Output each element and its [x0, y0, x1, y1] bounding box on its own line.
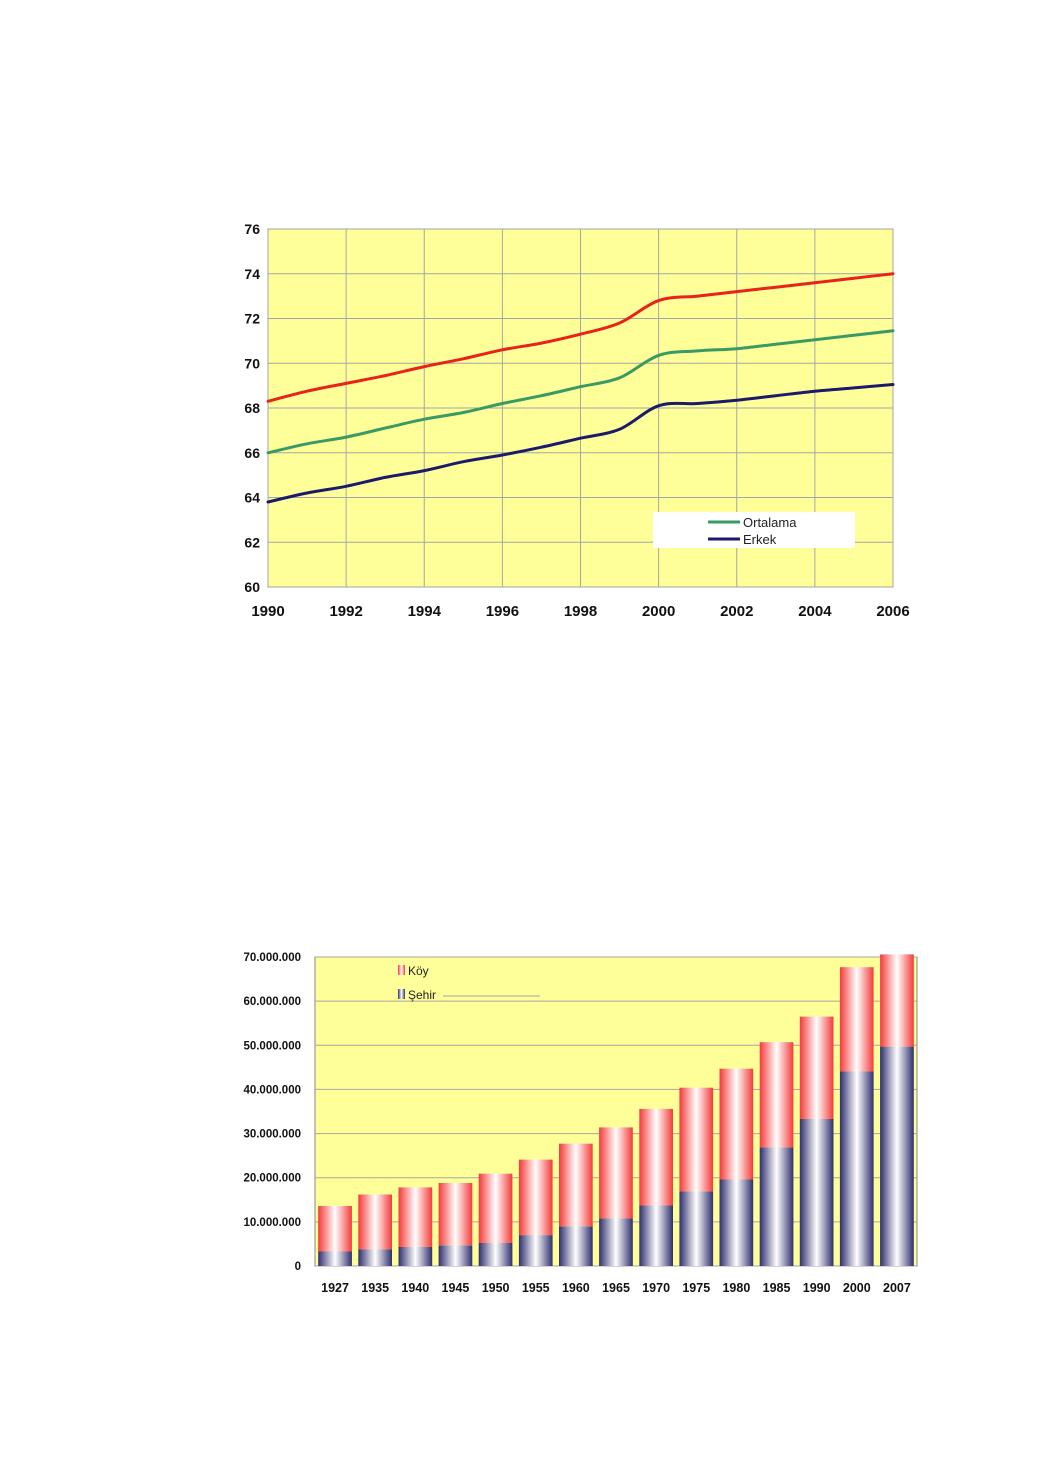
line-chart-legend-box [653, 512, 855, 548]
bar-koy-1950 [478, 1173, 513, 1243]
legend-label-ortalama: Ortalama [743, 515, 797, 530]
bar-koy-2000 [839, 967, 874, 1072]
bar-chart-y-tick-label: 10.000.000 [243, 1217, 301, 1229]
legend-label-erkek: Erkek [743, 532, 777, 547]
bar-chart-y-tick-label: 30.000.000 [243, 1129, 301, 1141]
legend-swatch-sehir [398, 989, 405, 999]
bar-chart-x-tick-label: 1980 [722, 1281, 750, 1295]
legend-label-koy: Köy [408, 964, 429, 978]
line-chart-y-tick-label: 60 [244, 579, 260, 595]
bar-sehir-1980 [719, 1179, 754, 1266]
line-chart-y-tick-label: 68 [244, 400, 260, 416]
bar-chart-bars [318, 954, 914, 1266]
bar-sehir-1960 [559, 1226, 593, 1266]
bar-chart-y-tick-label: 20.000.000 [243, 1173, 301, 1185]
bar-koy-1965 [599, 1127, 633, 1219]
bar-chart-x-tick-label: 1960 [562, 1281, 590, 1295]
line-chart-legend: Ortalama Erkek [653, 512, 855, 548]
line-chart-y-tick-label: 70 [244, 355, 260, 371]
bar-koy-1935 [358, 1194, 392, 1250]
bar-chart-x-tick-label: 1990 [803, 1281, 831, 1295]
line-chart-x-axis: 1990 1992 1994 1996 1998 2000 2002 2004 2006 [251, 603, 909, 620]
line-chart-x-tick-label: 1990 [251, 603, 284, 620]
bar-koy-1975 [679, 1087, 714, 1192]
line-chart-x-tick-label: 1994 [408, 603, 442, 620]
line-chart-x-tick-label: 2006 [876, 603, 909, 620]
line-chart-y-tick-label: 62 [244, 534, 260, 550]
bar-chart-x-tick-label: 1950 [482, 1281, 510, 1295]
bar-koy-2007 [880, 954, 914, 1047]
bar-chart-x-tick-label: 1985 [763, 1281, 791, 1295]
bar-chart-x-tick-label: 2000 [843, 1281, 871, 1295]
line-series-ortalama [266, 329, 895, 455]
bar-chart-y-tick-label: 0 [295, 1261, 301, 1273]
bar-chart-y-tick-label: 40.000.000 [243, 1084, 301, 1096]
line-chart-y-tick-label: 64 [244, 490, 260, 506]
bar-chart-x-tick-label: 1935 [361, 1281, 389, 1295]
bar-chart-y-tick-label: 50.000.000 [243, 1040, 301, 1052]
bar-sehir-1990 [799, 1119, 834, 1266]
bar-chart-y-axis: 70.000.000 60.000.000 50.000.000 40.000.000… [243, 952, 301, 1273]
line-chart-y-axis: 76 74 72 70 68 66 64 62 60 [244, 221, 260, 595]
legend-swatch-koy [398, 965, 405, 975]
bar-sehir-1955 [518, 1235, 553, 1266]
bar-chart-y-tick-label: 60.000.000 [243, 996, 301, 1008]
bar-chart-legend: Köy Şehir [398, 964, 540, 1002]
line-chart-y-tick-label: 74 [244, 266, 260, 282]
bar-sehir-2000 [839, 1071, 874, 1266]
line-chart-y-tick-label: 66 [244, 445, 260, 461]
line-chart-y-tick-label: 76 [244, 221, 260, 237]
line-chart-x-tick-label: 1992 [329, 603, 362, 620]
bar-sehir-1927 [318, 1251, 352, 1266]
line-chart-y-tick-label: 72 [244, 311, 260, 327]
line-chart-x-tick-label: 1998 [564, 603, 597, 620]
bar-chart-x-tick-label: 1975 [682, 1281, 710, 1295]
bar-chart-x-tick-label: 1965 [602, 1281, 630, 1295]
bar-sehir-1985 [759, 1147, 794, 1266]
bar-chart-x-tick-label: 2007 [883, 1281, 911, 1295]
line-chart-x-tick-label: 1996 [486, 603, 519, 620]
bar-koy-1985 [759, 1042, 794, 1148]
bar-sehir-1945 [438, 1245, 473, 1266]
bar-chart-x-tick-label: 1955 [522, 1281, 550, 1295]
bar-sehir-1975 [679, 1191, 714, 1266]
bar-koy-1940 [398, 1187, 433, 1247]
bar-sehir-1970 [639, 1205, 673, 1266]
bar-sehir-1950 [478, 1243, 513, 1266]
line-chart-gridlines [267, 228, 894, 588]
bar-koy-1945 [438, 1183, 473, 1246]
line-chart-series [266, 272, 895, 504]
line-chart-x-tick-label: 2004 [798, 603, 832, 620]
bar-chart-x-tick-label: 1940 [401, 1281, 429, 1295]
bar-chart-y-tick-label: 70.000.000 [243, 952, 301, 964]
life-expectancy-line-chart: 76 74 72 70 68 66 64 62 60 1990 1992 1994 1996 1998 2… [244, 221, 909, 620]
bar-koy-1955 [518, 1159, 553, 1236]
bar-chart-x-tick-label: 1970 [642, 1281, 670, 1295]
bar-chart-x-axis: 1927 1935 1940 1945 1950 1955 1960 1965 1970 1975… [321, 1281, 911, 1295]
bar-koy-1980 [719, 1068, 754, 1180]
bar-chart-x-tick-label: 1927 [321, 1281, 349, 1295]
bar-chart-x-tick-label: 1945 [442, 1281, 470, 1295]
line-series-upper [266, 272, 895, 403]
bar-sehir-1965 [599, 1218, 633, 1266]
line-chart-x-tick-label: 2000 [642, 603, 675, 620]
bar-koy-1960 [559, 1143, 593, 1227]
bar-koy-1970 [639, 1108, 673, 1206]
line-series-erkek [266, 383, 895, 504]
bar-sehir-1940 [398, 1247, 433, 1266]
bar-sehir-1935 [358, 1249, 392, 1266]
legend-label-sehir: Şehir [408, 988, 436, 1002]
bar-sehir-2007 [880, 1046, 914, 1266]
bar-koy-1927 [318, 1206, 352, 1252]
line-chart-x-tick-label: 2002 [720, 603, 753, 620]
bar-koy-1990 [799, 1016, 834, 1119]
population-stacked-bar-chart: 70.000.000 60.000.000 50.000.000 40.000.000… [243, 952, 918, 1295]
